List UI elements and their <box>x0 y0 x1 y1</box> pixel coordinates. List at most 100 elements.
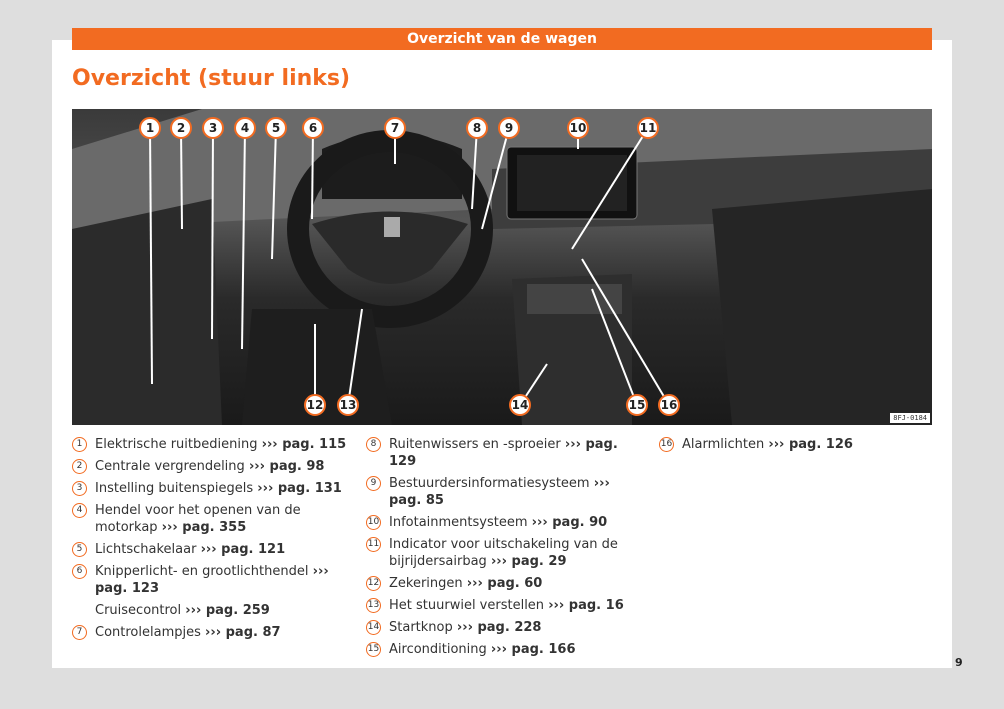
callout-number-badge: 13 <box>366 598 381 613</box>
page-reference-link[interactable]: ››› pag. 126 <box>768 437 853 452</box>
page-reference-link[interactable]: ››› pag. 121 <box>200 542 286 557</box>
page-reference-link[interactable]: ››› pag. 16 <box>548 598 624 613</box>
callout-number-badge: 16 <box>659 437 674 452</box>
legend-label: Hendel voor het openen van de motorkap <box>95 503 301 535</box>
legend-item: Cruisecontrol ››› pag. 259 <box>95 602 357 619</box>
legend-item: 3 Instelling buitenspiegels ››› pag. 131 <box>72 480 357 497</box>
legend-label: Startknop <box>389 620 453 635</box>
leader-line <box>571 127 649 250</box>
legend-text: Indicator voor uitschakeling van de bijr… <box>389 536 631 570</box>
callout-number-badge: 14 <box>366 620 381 635</box>
page-reference-link[interactable]: ››› pag. 166 <box>490 642 576 657</box>
page-reference-link[interactable]: ››› pag. 259 <box>185 603 270 618</box>
legend-label: Het stuurwiel verstellen <box>389 598 545 613</box>
legend-label: Ruitenwissers en -sproeier <box>389 437 561 452</box>
page-reference-link[interactable]: ››› pag. 228 <box>456 620 542 635</box>
callout-number-badge: 6 <box>72 564 87 579</box>
legend-label: Zekeringen <box>389 576 463 591</box>
legend-text: Controlelampjes ››› pag. 87 <box>95 624 281 641</box>
legend-item: 7 Controlelampjes ››› pag. 87 <box>72 624 357 641</box>
legend-text: Bestuurdersinformatiesysteem ››› pag. 85 <box>389 475 631 509</box>
page-reference-link[interactable]: ››› pag. 87 <box>205 625 281 640</box>
leader-line <box>149 127 153 385</box>
callout-number-badge: 8 <box>366 437 381 452</box>
callout-marker: 11 <box>637 117 659 139</box>
legend-text: Infotainmentsysteem ››› pag. 90 <box>389 514 607 531</box>
legend-column-1: 1 Elektrische ruitbediening ››› pag. 115 2… <box>72 436 357 646</box>
legend-text: Lichtschakelaar ››› pag. 121 <box>95 541 285 558</box>
callout-number-badge: 2 <box>72 459 87 474</box>
leader-line <box>471 127 478 210</box>
page-reference-link[interactable]: ››› pag. 29 <box>490 554 567 569</box>
legend-label: Lichtschakelaar <box>95 542 197 557</box>
legend-item: 15 Airconditioning ››› pag. 166 <box>366 641 631 658</box>
callout-marker: 6 <box>302 117 324 139</box>
page-reference-link[interactable]: ››› pag. 123 <box>95 564 329 596</box>
legend-item: 12 Zekeringen ››› pag. 60 <box>366 575 631 592</box>
section-banner: Overzicht van de wagen <box>72 28 932 50</box>
legend-label: Knipperlicht- en grootlichthendel <box>95 564 309 579</box>
callout-marker: 14 <box>509 394 531 416</box>
leader-line <box>481 127 510 230</box>
legend-label: Elektrische ruitbediening <box>95 437 258 452</box>
legend-label: Centrale vergrendeling <box>95 459 245 474</box>
legend-text: Zekeringen ››› pag. 60 <box>389 575 542 592</box>
callout-number-badge: 1 <box>72 437 87 452</box>
legend-item: 8 Ruitenwissers en -sproeier ››› pag. 129 <box>366 436 631 470</box>
page-reference-link[interactable]: ››› pag. 60 <box>466 576 543 591</box>
callout-marker: 5 <box>265 117 287 139</box>
legend-item: 4 Hendel voor het openen van de motorkap … <box>72 502 357 536</box>
page-reference-link[interactable]: ››› pag. 131 <box>257 481 342 496</box>
leader-line <box>180 127 183 230</box>
callout-number-badge: 3 <box>72 481 87 496</box>
page-reference-link[interactable]: ››› pag. 355 <box>161 520 247 535</box>
dashboard-photo: 1 2 3 4 5 6 7 8 9 10 11 12 13 14 15 16 8FJ-0184 <box>72 109 932 425</box>
callout-marker: 13 <box>337 394 359 416</box>
page-reference-link[interactable]: ››› pag. 115 <box>261 437 347 452</box>
legend-text: Startknop ››› pag. 228 <box>389 619 541 636</box>
legend-text: Het stuurwiel verstellen ››› pag. 16 <box>389 597 624 614</box>
legend-text: Cruisecontrol ››› pag. 259 <box>95 602 270 619</box>
leader-line <box>347 308 363 406</box>
callout-marker: 12 <box>304 394 326 416</box>
callout-marker: 4 <box>234 117 256 139</box>
callout-marker: 7 <box>384 117 406 139</box>
legend-column-3: 16 Alarmlichten ››› pag. 126 <box>659 436 929 458</box>
callout-marker: 8 <box>466 117 488 139</box>
callout-marker: 3 <box>202 117 224 139</box>
legend-text: Centrale vergrendeling ››› pag. 98 <box>95 458 324 475</box>
callout-number-badge: 9 <box>366 476 381 491</box>
legend-label: Indicator voor uitschakeling van de bijr… <box>389 537 618 569</box>
legend-label: Infotainmentsysteem <box>389 515 528 530</box>
leader-line <box>591 288 638 406</box>
legend-text: Hendel voor het openen van de motorkap ›… <box>95 502 357 536</box>
page-reference-link[interactable]: ››› pag. 90 <box>531 515 608 530</box>
legend-item: 6 Knipperlicht- en grootlichthendel ››› p… <box>72 563 357 597</box>
page-title: Overzicht (stuur links) <box>72 66 351 91</box>
legend-text: Instelling buitenspiegels ››› pag. 131 <box>95 480 342 497</box>
legend-text: Airconditioning ››› pag. 166 <box>389 641 576 658</box>
legend-item: 14 Startknop ››› pag. 228 <box>366 619 631 636</box>
legend-item: 2 Centrale vergrendeling ››› pag. 98 <box>72 458 357 475</box>
callout-number-badge: 5 <box>72 542 87 557</box>
page-number: 9 <box>955 656 963 669</box>
legend-label: Bestuurdersinformatiesysteem <box>389 476 590 491</box>
legend-item: 11 Indicator voor uitschakeling van de bi… <box>366 536 631 570</box>
callout-number-badge: 4 <box>72 503 87 518</box>
callout-marker: 15 <box>626 394 648 416</box>
leader-line <box>311 127 314 220</box>
callout-number-badge: 10 <box>366 515 381 530</box>
callout-marker: 2 <box>170 117 192 139</box>
legend-item: 9 Bestuurdersinformatiesysteem ››› pag. 8… <box>366 475 631 509</box>
page-reference-link[interactable]: ››› pag. 129 <box>389 437 618 469</box>
legend-item: 16 Alarmlichten ››› pag. 126 <box>659 436 929 453</box>
legend-text: Ruitenwissers en -sproeier ››› pag. 129 <box>389 436 631 470</box>
legend-text: Alarmlichten ››› pag. 126 <box>682 436 853 453</box>
legend-label: Controlelampjes <box>95 625 201 640</box>
page-reference-link[interactable]: ››› pag. 85 <box>389 476 610 508</box>
leader-line <box>211 127 214 340</box>
page-reference-link[interactable]: ››› pag. 98 <box>248 459 325 474</box>
callout-number-badge: 11 <box>366 537 381 552</box>
callout-marker: 1 <box>139 117 161 139</box>
leader-line <box>581 258 670 406</box>
